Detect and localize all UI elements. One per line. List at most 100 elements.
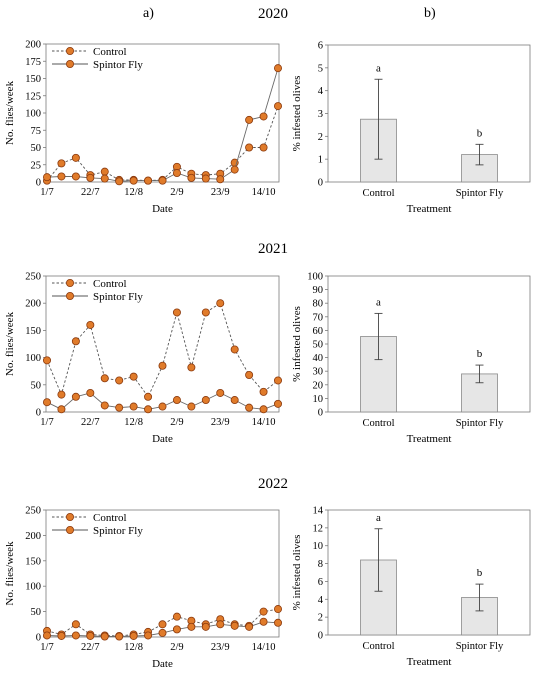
flies-2020-spintor-fly-point: [129, 176, 138, 185]
flies-2021-spintor-fly-point: [187, 402, 196, 411]
infested-2022-significance-letter-control: a: [376, 512, 381, 524]
flies-2021-xtick-label: 23/9: [211, 417, 230, 428]
flies-2020-spintor-fly-point: [115, 177, 124, 186]
flies-2021-xtick-label: 12/8: [124, 417, 143, 428]
infested-2020-y-axis-label: % infested olives: [291, 76, 303, 152]
flies-2020-spintor-fly-point: [273, 64, 282, 73]
flies-2020-ytick-label: 50: [31, 143, 42, 154]
infested-2022-category-label-control: Control: [362, 641, 394, 652]
infested-2020-ytick-label: 4: [318, 86, 324, 97]
year-2020-heading: 2020: [258, 6, 288, 22]
flies-2021-control-point: [216, 299, 225, 308]
flies-2022-spintor-fly-point: [43, 631, 52, 640]
infested-2020-ytick-label: 2: [318, 132, 323, 143]
infested-2021-ytick-label: 100: [307, 272, 323, 283]
infested-2021-ytick-label: 40: [313, 353, 324, 364]
infested-2022-bar-chart: 0 2 4 6 8 10 12 14 % infested olives Treatment a Co…: [291, 506, 531, 668]
flies-2021-control-point: [115, 376, 124, 385]
infested-2020-significance-letter-spintor-fly: b: [477, 127, 483, 139]
flies-2022-legend-marker-control: [66, 512, 75, 521]
flies-2020-control-point: [273, 102, 282, 111]
flies-2021-spintor-fly-point: [259, 405, 268, 414]
flies-2020-line-chart: 0 25 50 75 100 125 150 175 200 No. flies/week Date…: [4, 40, 282, 215]
flies-2022-ytick-label: 100: [25, 582, 41, 593]
flies-2021-xtick-label: 1/7: [40, 417, 53, 428]
flies-2020-ytick-label: 175: [25, 57, 41, 68]
flies-2020-control-point: [245, 143, 254, 152]
infested-2022-ytick-label: 2: [318, 613, 323, 624]
flies-2021-control-point: [100, 374, 109, 383]
flies-2021-legend-label: Spintor Fly: [93, 291, 143, 303]
flies-2021-y-axis-label: No. flies/week: [4, 311, 16, 376]
flies-2020-spintor-fly-point: [100, 174, 109, 183]
infested-2022-ytick-label: 4: [318, 595, 324, 606]
flies-2020-spintor-fly-point: [144, 176, 153, 185]
flies-2020-control-point: [259, 143, 268, 152]
flies-2020-spintor-fly-point: [86, 173, 95, 182]
infested-2021-significance-letter-spintor-fly: b: [477, 348, 483, 360]
flies-2021-spintor-fly-point: [57, 405, 66, 414]
flies-2022-spintor-fly-point: [187, 622, 196, 631]
flies-2021-control-point: [57, 390, 66, 399]
flies-2022-control-point: [71, 620, 80, 629]
infested-2021-ytick-label: 80: [313, 299, 324, 310]
flies-2021-control-point: [187, 363, 196, 372]
infested-2022-ytick-label: 0: [318, 631, 323, 642]
infested-2022-y-axis-label: % infested olives: [291, 535, 303, 611]
flies-2021-plot-frame: [45, 275, 280, 413]
flies-2022-xtick-label: 23/9: [211, 642, 230, 653]
flies-2021-ytick-label: 200: [25, 299, 41, 310]
flies-2021-spintor-fly-point: [172, 396, 181, 405]
flies-2020-spintor-fly-point: [187, 173, 196, 182]
infested-2021-category-label-spintor-fly: Spintor Fly: [456, 418, 504, 429]
flies-2020-xtick-label: 12/8: [124, 187, 143, 198]
flies-2021-control-point: [158, 361, 167, 370]
flies-2021-control-point: [172, 308, 181, 317]
flies-2021-legend-marker-spintor-fly: [66, 291, 75, 300]
flies-2022-x-axis-label: Date: [152, 658, 173, 670]
flies-2021-control-point: [86, 320, 95, 329]
infested-2020-ytick-label: 0: [318, 178, 323, 189]
flies-2021-control-point: [43, 356, 52, 365]
flies-2020-xtick-label: 1/7: [40, 187, 53, 198]
flies-2020-control-point: [100, 167, 109, 176]
flies-2022-spintor-fly-point: [71, 631, 80, 640]
flies-2022-spintor-fly-point: [115, 632, 124, 641]
flies-2021-spintor-fly-point: [43, 398, 52, 407]
flies-2022-control-point: [158, 620, 167, 629]
flies-2022-spintor-fly-point: [201, 622, 210, 631]
flies-2020-ytick-label: 75: [31, 126, 42, 137]
flies-2022-spintor-fly-point: [230, 621, 239, 630]
flies-2020-legend-label: Spintor Fly: [93, 59, 143, 71]
flies-2020-y-axis-label: No. flies/week: [4, 80, 16, 145]
flies-2020-spintor-fly-point: [172, 169, 181, 178]
flies-2021-ytick-label: 100: [25, 353, 41, 364]
infested-2022-ytick-label: 10: [313, 541, 324, 552]
flies-2020-spintor-fly-point: [43, 173, 52, 182]
flies-2022-spintor-fly-point: [86, 631, 95, 640]
flies-2021-spintor-fly-point: [158, 402, 167, 411]
infested-2022-ytick-label: 8: [318, 559, 323, 570]
flies-2022-ytick-label: 200: [25, 531, 41, 542]
flies-2021-spintor-fly-point: [245, 403, 254, 412]
flies-2021-spintor-fly-point: [216, 388, 225, 397]
flies-2022-line-chart: 0 50 100 150 200 250 No. flies/week Date 1/7 22/7…: [4, 506, 282, 670]
flies-2020-control-point: [57, 159, 66, 168]
infested-2021-y-axis-label: % infested olives: [291, 306, 303, 382]
flies-2022-xtick-label: 2/9: [170, 642, 183, 653]
flies-2022-spintor-fly-point: [57, 631, 66, 640]
flies-2022-spintor-fly-point: [100, 632, 109, 641]
infested-2020-ytick-label: 1: [318, 155, 323, 166]
flies-2021-spintor-fly-point: [144, 405, 153, 414]
flies-2020-spintor-fly-point: [259, 112, 268, 121]
flies-2021-ytick-label: 250: [25, 272, 41, 283]
flies-2022-spintor-fly-point: [273, 618, 282, 627]
year-2022-heading: 2022: [258, 476, 288, 492]
flies-2021-spintor-fly-point: [129, 402, 138, 411]
flies-2022-spintor-fly-point: [216, 620, 225, 629]
flies-2020-ytick-label: 0: [36, 178, 41, 189]
flies-2022-ytick-label: 50: [31, 607, 42, 618]
flies-2020-spintor-fly-point: [158, 176, 167, 185]
flies-2022-control-point: [172, 612, 181, 621]
flies-2021-spintor-fly-point: [273, 399, 282, 408]
